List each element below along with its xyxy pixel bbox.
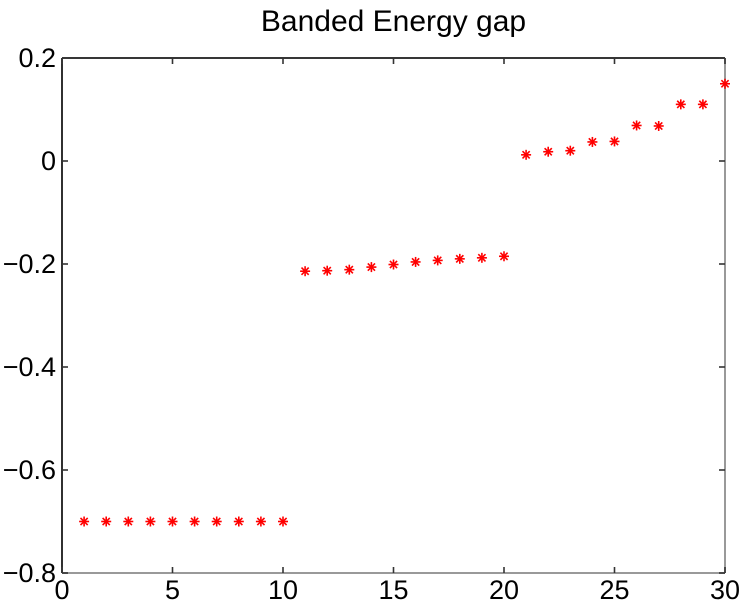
marker-stroke bbox=[234, 517, 243, 526]
scatter-marker bbox=[211, 516, 222, 527]
scatter-marker bbox=[366, 262, 377, 273]
marker-stroke bbox=[367, 262, 376, 272]
scatter-marker bbox=[388, 259, 399, 270]
scatter-marker bbox=[631, 120, 642, 131]
marker-stroke bbox=[79, 517, 89, 526]
marker-stroke bbox=[102, 517, 111, 526]
marker-stroke bbox=[389, 260, 398, 269]
marker-stroke bbox=[610, 137, 619, 146]
scatter-marker bbox=[101, 516, 112, 527]
marker-stroke bbox=[566, 146, 575, 155]
marker-stroke bbox=[190, 517, 199, 526]
scatter-marker bbox=[123, 516, 134, 527]
scatter-marker bbox=[720, 78, 730, 89]
marker-stroke bbox=[124, 517, 133, 526]
marker-stroke bbox=[544, 147, 553, 156]
y-axis-tick-label: −0.6 bbox=[2, 454, 56, 485]
marker-stroke bbox=[323, 266, 332, 275]
marker-stroke bbox=[168, 517, 177, 526]
marker-stroke bbox=[676, 100, 685, 109]
marker-stroke bbox=[720, 79, 730, 88]
scatter-marker bbox=[697, 99, 708, 110]
scatter-marker bbox=[565, 145, 576, 156]
x-axis-tick-label: 5 bbox=[164, 575, 181, 605]
y-axis-tick-label: −0.2 bbox=[2, 248, 56, 279]
scatter-marker bbox=[189, 516, 200, 527]
marker-stroke bbox=[146, 517, 155, 526]
x-axis-tick-label: 20 bbox=[488, 575, 520, 605]
scatter-marker bbox=[344, 264, 355, 275]
scatter-marker bbox=[454, 253, 465, 264]
x-axis-tick-label: 0 bbox=[54, 575, 70, 605]
marker-stroke bbox=[632, 121, 641, 130]
scatter-marker bbox=[167, 516, 178, 527]
scatter-marker bbox=[278, 516, 288, 527]
marker-stroke bbox=[588, 137, 597, 147]
scatter-marker bbox=[322, 265, 333, 276]
marker-stroke bbox=[521, 150, 531, 159]
scatter-marker bbox=[499, 251, 509, 262]
marker-stroke bbox=[256, 517, 266, 526]
scatter-marker bbox=[653, 120, 664, 131]
marker-stroke bbox=[411, 257, 420, 267]
x-axis-tick-label: 30 bbox=[709, 575, 741, 605]
scatter-marker bbox=[300, 266, 311, 277]
marker-stroke bbox=[433, 256, 442, 265]
y-axis-tick-label: 0.2 bbox=[18, 42, 56, 73]
x-axis-tick-label: 15 bbox=[378, 575, 409, 605]
marker-stroke bbox=[654, 121, 663, 131]
y-axis-tick-label: −0.4 bbox=[2, 351, 56, 382]
scatter-marker bbox=[233, 516, 244, 527]
y-axis-tick-label: −0.8 bbox=[2, 557, 56, 588]
scatter-marker bbox=[543, 146, 554, 157]
marker-stroke bbox=[300, 267, 310, 276]
marker-stroke bbox=[499, 252, 509, 261]
chart-title: Banded Energy gap bbox=[260, 5, 527, 38]
x-axis-tick-label: 25 bbox=[599, 575, 630, 605]
marker-stroke bbox=[278, 517, 288, 526]
marker-stroke bbox=[698, 100, 708, 109]
scatter-marker bbox=[145, 516, 156, 527]
marker-stroke bbox=[345, 265, 354, 274]
marker-stroke bbox=[477, 253, 487, 262]
scatter-marker bbox=[476, 252, 487, 263]
scatter-marker bbox=[255, 516, 266, 527]
marker-stroke bbox=[455, 254, 464, 264]
scatter-marker bbox=[587, 136, 598, 147]
scatter-marker bbox=[675, 99, 686, 110]
scatter-marker bbox=[609, 136, 620, 147]
scatter-marker bbox=[79, 516, 90, 527]
scatter-marker bbox=[410, 256, 421, 267]
scatter-marker bbox=[432, 255, 443, 266]
marker-stroke bbox=[212, 517, 221, 526]
x-axis-tick-label: 10 bbox=[267, 575, 299, 605]
y-axis-tick-label: 0 bbox=[40, 145, 56, 176]
scatter-marker bbox=[521, 149, 532, 160]
